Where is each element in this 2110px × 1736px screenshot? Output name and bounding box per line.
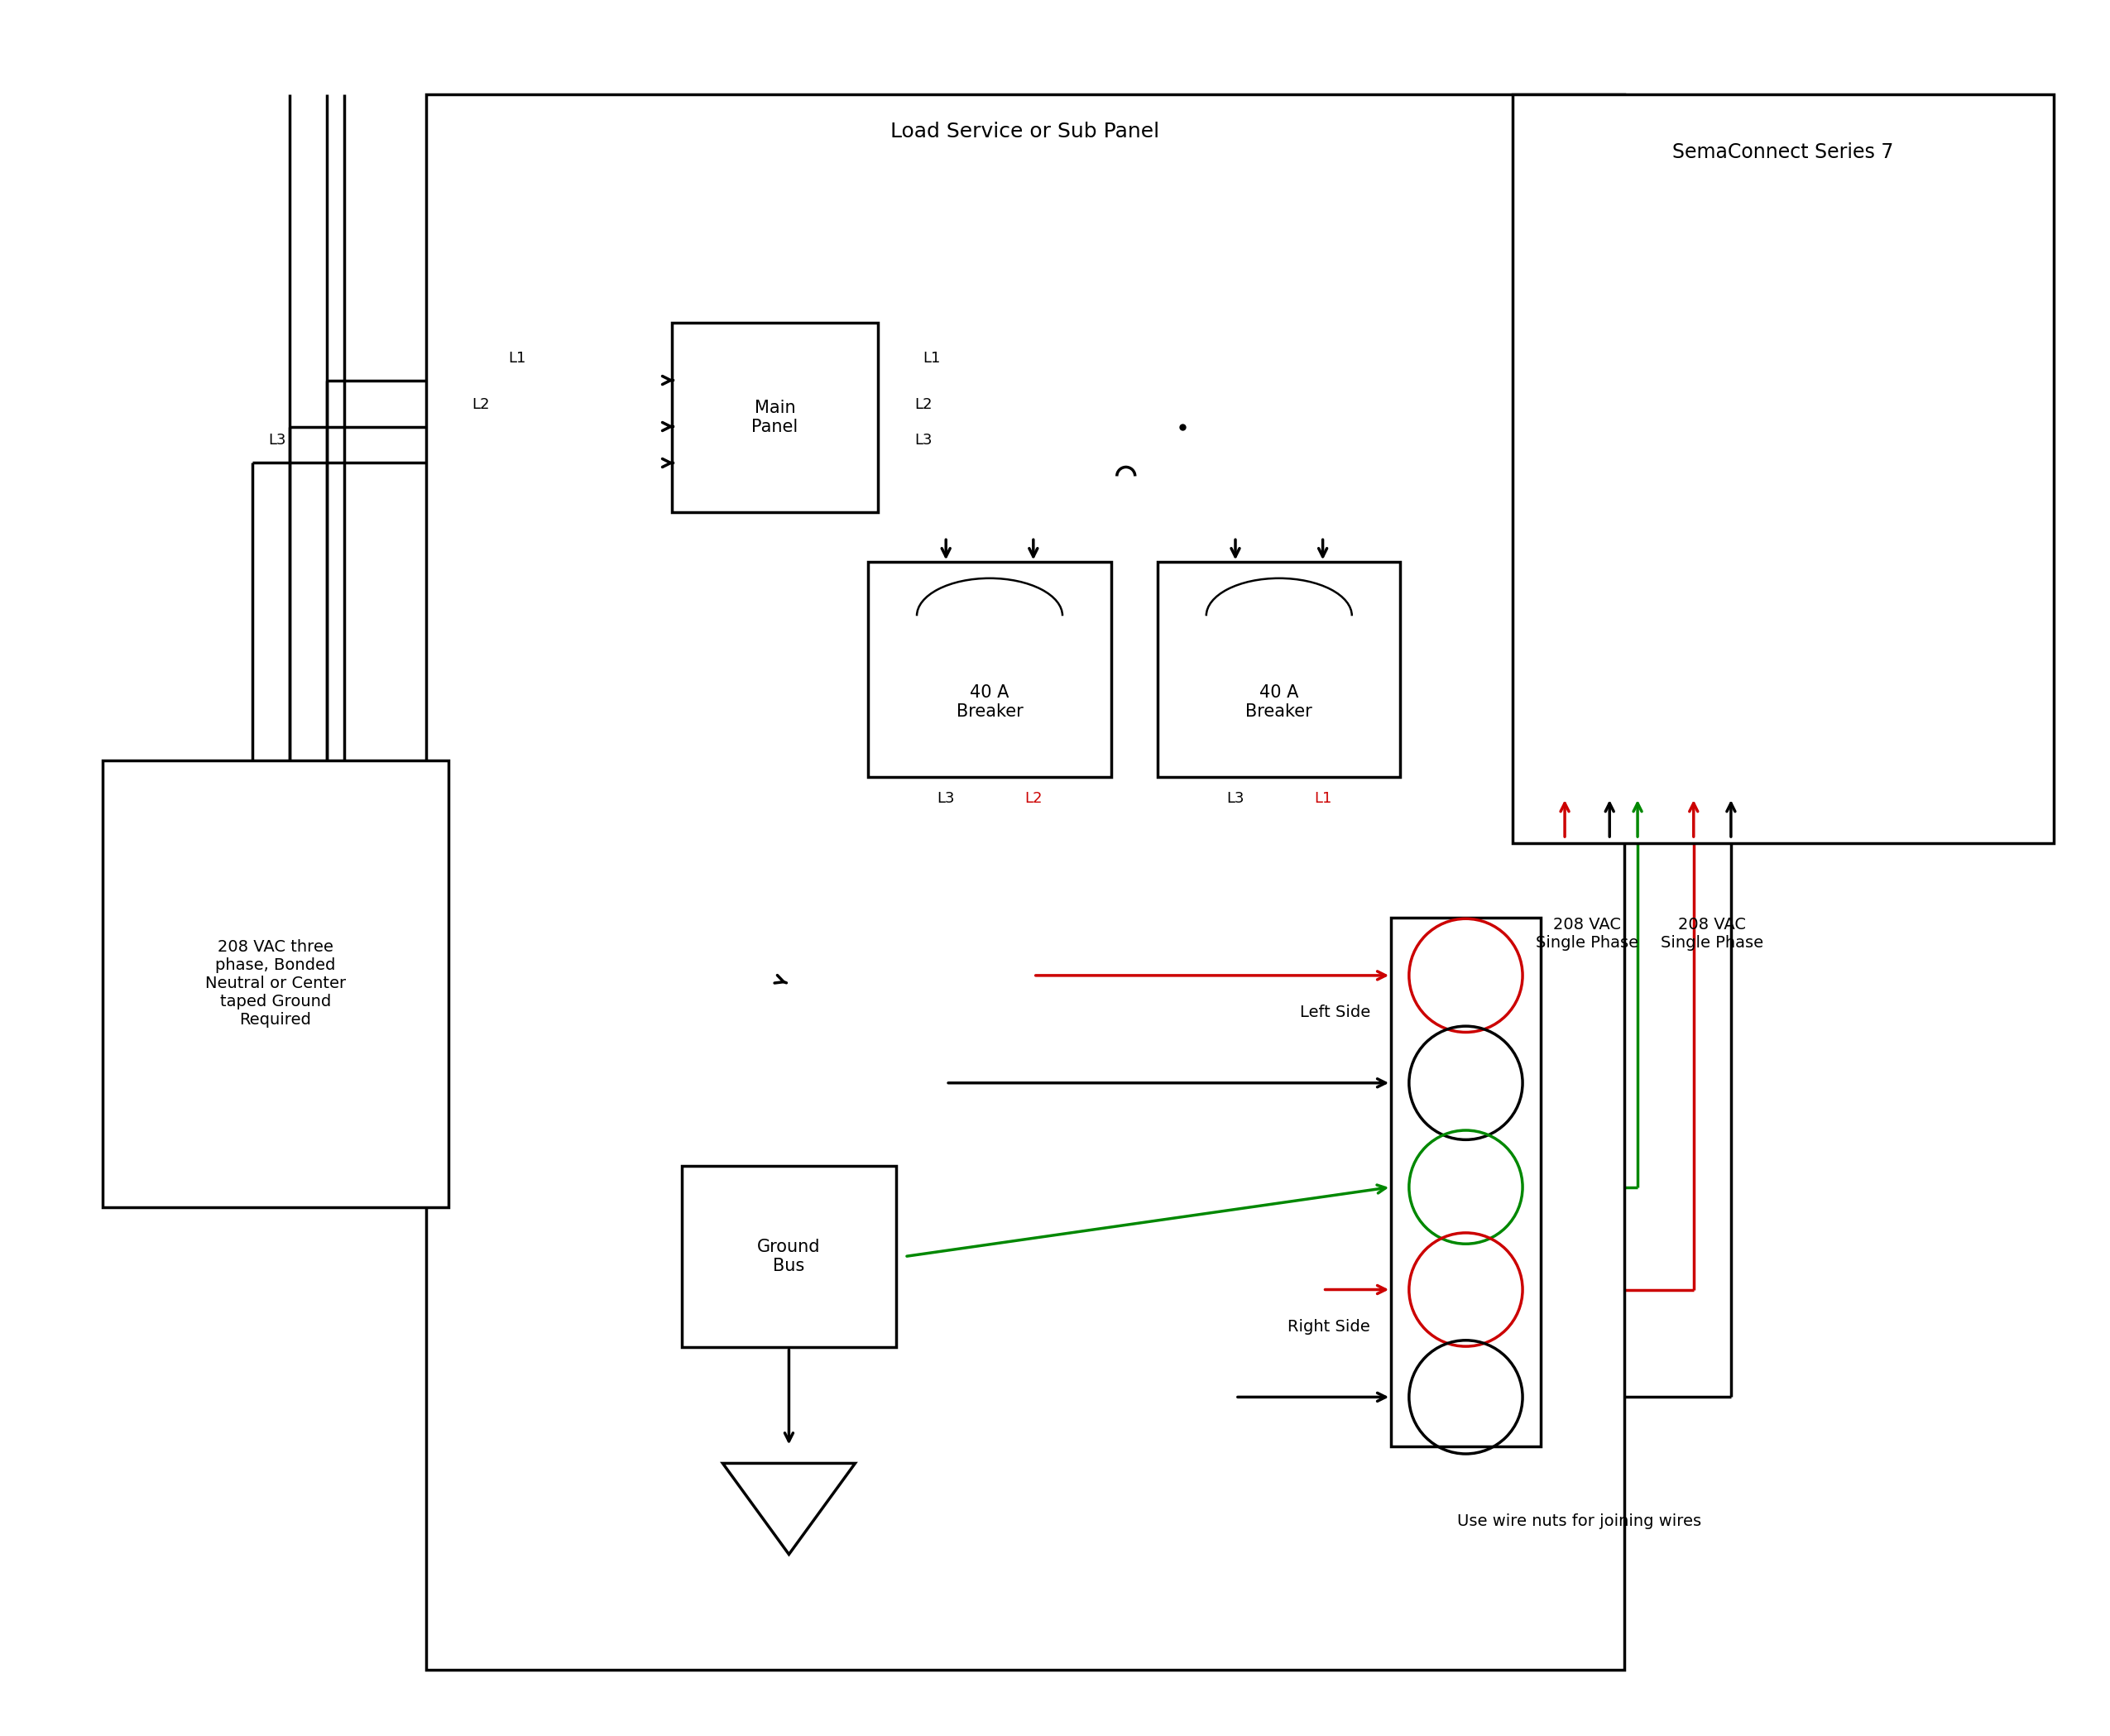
Text: L1: L1 [922, 351, 941, 365]
Text: L1: L1 [509, 351, 525, 365]
Text: L3: L3 [937, 792, 956, 806]
Text: 40 A
Breaker: 40 A Breaker [956, 684, 1023, 720]
Text: 208 VAC
Single Phase: 208 VAC Single Phase [1536, 917, 1639, 951]
Text: Use wire nuts for joining wires: Use wire nuts for joining wires [1458, 1514, 1701, 1529]
Bar [103, 760, 447, 1207]
Bar [426, 94, 1625, 1670]
Text: Left Side: Left Side [1300, 1005, 1369, 1021]
Text: 40 A
Breaker: 40 A Breaker [1245, 684, 1312, 720]
Text: L2: L2 [1025, 792, 1042, 806]
Text: L1: L1 [1315, 792, 1331, 806]
Bar [869, 562, 1112, 778]
Text: Main
Panel: Main Panel [751, 399, 798, 436]
Text: L3: L3 [914, 434, 933, 448]
Text: Ground
Bus: Ground Bus [757, 1240, 821, 1274]
Text: Right Side: Right Side [1287, 1319, 1369, 1335]
Text: L3: L3 [268, 434, 287, 448]
Text: Load Service or Sub Panel: Load Service or Sub Panel [890, 122, 1160, 141]
Text: 208 VAC
Single Phase: 208 VAC Single Phase [1661, 917, 1764, 951]
Bar [1158, 562, 1401, 778]
Bar [1390, 918, 1540, 1446]
Bar [682, 1165, 897, 1347]
Bar [673, 323, 878, 512]
Text: 208 VAC three
phase, Bonded
Neutral or Center
taped Ground
Required: 208 VAC three phase, Bonded Neutral or C… [205, 939, 346, 1028]
Text: L2: L2 [473, 398, 490, 411]
Bar [1513, 94, 2053, 844]
Text: L3: L3 [1226, 792, 1245, 806]
Text: SemaConnect Series 7: SemaConnect Series 7 [1673, 142, 1895, 161]
Text: L2: L2 [914, 398, 933, 411]
